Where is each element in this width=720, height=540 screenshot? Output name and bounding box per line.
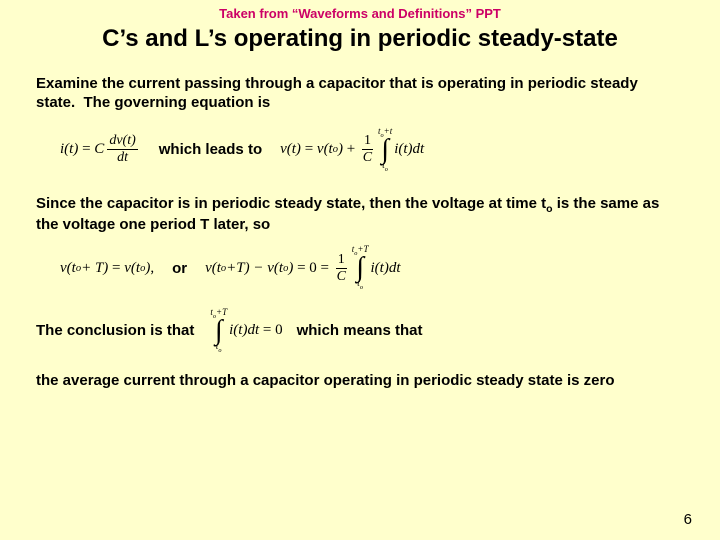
- conclusion-text-b: which means that: [297, 322, 423, 339]
- equation-v-diff-zero: v(to+T) − v(to) = 0 = 1C to+T∫to i(t)dt: [205, 245, 400, 292]
- equation-row-3: The conclusion is that to+T∫to i(t)dt = …: [0, 302, 720, 361]
- conclusion-text-a: The conclusion is that: [36, 322, 194, 339]
- paragraph-2a: Since the capacitor is in periodic stead…: [36, 195, 546, 212]
- equation-integral-zero: to+T∫to i(t)dt = 0: [208, 308, 282, 355]
- equation-v-of-t: v(t) = v(to) + 1C to+t∫to i(t)dt: [280, 127, 424, 174]
- paragraph-3: the average current through a capacitor …: [0, 372, 720, 391]
- page-number: 6: [684, 511, 692, 528]
- equation-i-eq-c-dvdt: i(t) = C dv(t)dt: [60, 134, 141, 165]
- paragraph-2: Since the capacitor is in periodic stead…: [0, 195, 720, 235]
- equation-row-1: i(t) = C dv(t)dt which leads to v(t) = v…: [0, 113, 720, 188]
- connector-or: or: [172, 260, 187, 277]
- equation-v-periodic: v(to + T) = v(to),: [60, 260, 154, 277]
- header-note: Taken from “Waveforms and Definitions” P…: [0, 0, 720, 21]
- page-title: C’s and L’s operating in periodic steady…: [0, 25, 720, 53]
- equation-row-2: v(to + T) = v(to), or v(to+T) − v(to) = …: [0, 235, 720, 302]
- paragraph-1: Examine the current passing through a ca…: [0, 75, 720, 113]
- connector-which-leads-to: which leads to: [159, 141, 262, 158]
